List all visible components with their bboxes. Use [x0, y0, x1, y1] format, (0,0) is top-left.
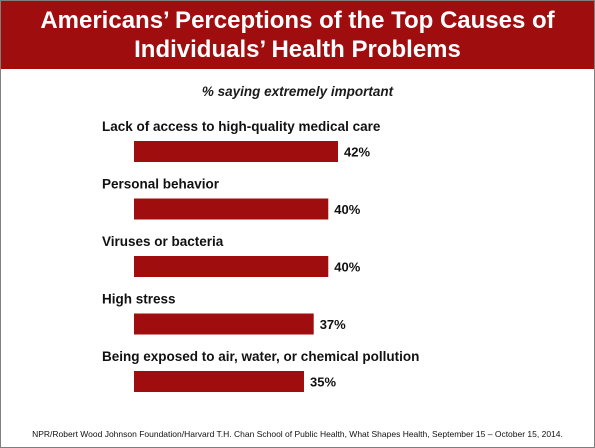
bar	[134, 141, 338, 162]
value-label: 40%	[334, 260, 360, 275]
value-label: 35%	[310, 375, 336, 390]
category-label: Personal behavior	[102, 177, 220, 192]
chart-title: Americans’ Perceptions of the Top Causes…	[40, 7, 555, 63]
title-band: Americans’ Perceptions of the Top Causes…	[1, 1, 594, 69]
source-footnote: NPR/Robert Wood Johnson Foundation/Harva…	[32, 429, 563, 439]
category-label: Lack of access to high-quality medical c…	[102, 119, 381, 134]
value-label: 37%	[320, 317, 346, 332]
bar-chart: Lack of access to high-quality medical c…	[102, 119, 419, 392]
bar	[134, 371, 304, 392]
chart-subtitle: % saying extremely important	[201, 84, 394, 99]
bar	[134, 313, 314, 335]
bar	[134, 256, 329, 277]
value-label: 42%	[344, 145, 370, 160]
bar	[134, 198, 329, 220]
category-label: Viruses or bacteria	[102, 234, 224, 249]
category-label: High stress	[102, 292, 176, 307]
value-label: 40%	[334, 202, 360, 217]
category-label: Being exposed to air, water, or chemical…	[102, 349, 419, 364]
